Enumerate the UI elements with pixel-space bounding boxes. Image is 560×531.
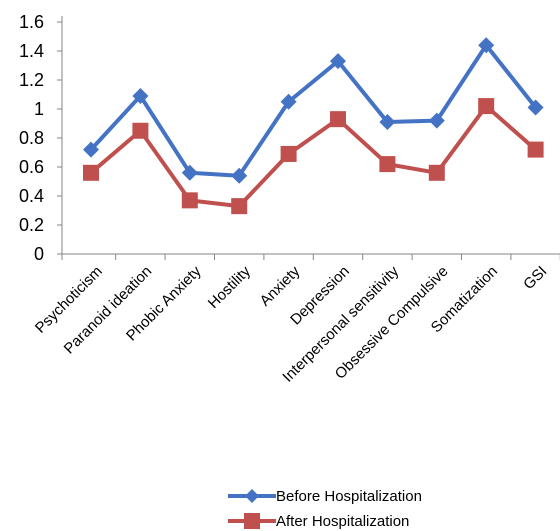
data-point: [428, 164, 445, 181]
data-point: [83, 164, 99, 181]
series-1: [83, 37, 544, 184]
series-line: [89, 104, 537, 209]
data-point: [478, 37, 495, 54]
y-tick-label: 0.6: [19, 157, 44, 177]
legend-marker: [245, 489, 259, 503]
y-axis-ticks: 0 0.2 0.4 0.6 0.8 1 1.2 1.4 1.6: [19, 12, 44, 264]
data-point: [132, 87, 149, 104]
data-point: [231, 198, 248, 215]
y-tick-label: 1.6: [19, 12, 44, 32]
x-category-label: Anxiety: [257, 262, 304, 309]
data-point: [379, 156, 396, 173]
y-tick-label: 0.8: [19, 128, 44, 148]
series-group: [83, 37, 544, 215]
y-tick-label: 0: [34, 244, 44, 264]
y-tick-label: 1.2: [19, 70, 44, 90]
data-point: [330, 53, 346, 70]
y-tick-label: 0.4: [19, 186, 44, 206]
legend-label: After Hospitalization: [276, 513, 409, 530]
data-point: [478, 98, 495, 115]
legend-item: Before Hospitalization: [228, 488, 422, 505]
legend-label: Before Hospitalization: [276, 488, 422, 505]
data-point: [231, 167, 248, 184]
legend-marker: [244, 513, 260, 529]
data-point: [83, 141, 99, 158]
series-line: [89, 43, 538, 178]
data-point: [527, 99, 544, 116]
y-tick-label: 0.2: [19, 215, 44, 235]
data-point: [379, 114, 396, 131]
legend-item: After Hospitalization: [228, 513, 409, 530]
data-point: [527, 141, 544, 158]
data-point: [132, 122, 149, 139]
data-point: [181, 164, 198, 181]
legend: Before Hospitalization After Hospitalizat…: [228, 488, 422, 530]
y-tick-label: 1.4: [19, 41, 44, 61]
data-point: [181, 192, 198, 209]
series-2: [83, 98, 544, 215]
y-tick-label: 1: [34, 99, 44, 119]
x-category-label: Hostility: [205, 262, 255, 312]
x-category-label: Paranoid ideation: [61, 263, 156, 358]
x-category-label: GSI: [520, 263, 550, 293]
data-point: [330, 111, 346, 128]
data-point: [280, 145, 297, 162]
data-point: [280, 93, 297, 110]
axes: [57, 16, 560, 260]
data-point: [428, 112, 445, 129]
